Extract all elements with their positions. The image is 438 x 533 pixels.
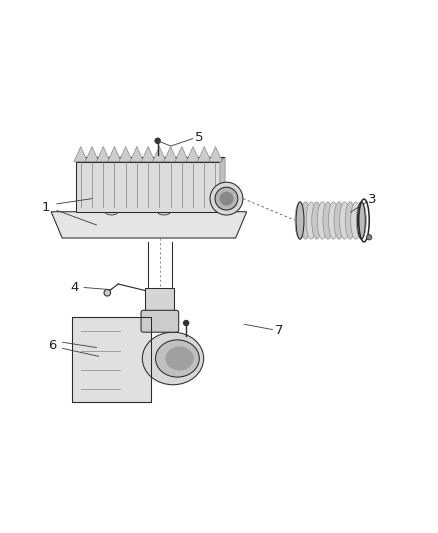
Ellipse shape (105, 208, 118, 215)
Polygon shape (130, 147, 144, 162)
Polygon shape (72, 317, 151, 402)
Polygon shape (198, 147, 211, 162)
Ellipse shape (357, 202, 366, 239)
Text: 3: 3 (368, 193, 377, 206)
Polygon shape (76, 157, 225, 162)
Bar (145, 288, 174, 319)
Ellipse shape (300, 202, 311, 239)
Text: 1: 1 (42, 201, 50, 214)
Ellipse shape (142, 332, 204, 385)
Ellipse shape (210, 182, 243, 215)
Polygon shape (85, 147, 99, 162)
Text: 5: 5 (195, 131, 204, 144)
Text: 7: 7 (275, 325, 284, 337)
Ellipse shape (317, 202, 327, 239)
Ellipse shape (295, 202, 305, 239)
Ellipse shape (328, 202, 339, 239)
Polygon shape (74, 147, 88, 162)
Polygon shape (96, 147, 110, 162)
Bar (72, 317, 151, 402)
Polygon shape (81, 157, 224, 207)
Ellipse shape (215, 187, 238, 210)
FancyBboxPatch shape (141, 310, 179, 332)
Polygon shape (108, 147, 121, 162)
Text: 4: 4 (70, 281, 79, 294)
Polygon shape (208, 147, 223, 162)
Ellipse shape (155, 340, 199, 377)
Ellipse shape (296, 202, 304, 239)
Ellipse shape (104, 289, 110, 296)
Ellipse shape (334, 202, 344, 239)
Ellipse shape (306, 202, 316, 239)
Ellipse shape (312, 202, 322, 239)
Polygon shape (164, 147, 177, 162)
Polygon shape (175, 147, 189, 162)
Polygon shape (152, 147, 166, 162)
Ellipse shape (157, 208, 170, 215)
Polygon shape (51, 212, 247, 238)
Ellipse shape (183, 320, 189, 326)
Ellipse shape (367, 235, 372, 240)
Ellipse shape (351, 202, 361, 239)
Ellipse shape (345, 202, 355, 239)
Ellipse shape (323, 202, 333, 239)
Ellipse shape (219, 191, 233, 206)
Ellipse shape (155, 138, 161, 143)
Polygon shape (76, 162, 220, 212)
Polygon shape (220, 157, 225, 212)
Ellipse shape (339, 202, 350, 239)
Ellipse shape (357, 202, 365, 239)
Polygon shape (186, 147, 200, 162)
Polygon shape (119, 147, 133, 162)
Ellipse shape (166, 346, 194, 370)
Text: 6: 6 (48, 339, 57, 352)
Polygon shape (141, 147, 155, 162)
